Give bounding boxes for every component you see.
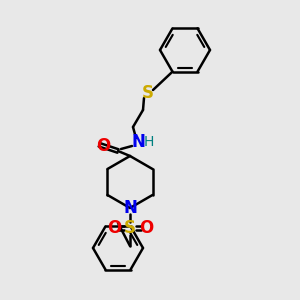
Text: N: N: [131, 133, 145, 151]
Text: O: O: [107, 219, 121, 237]
Text: O: O: [96, 137, 110, 155]
Text: H: H: [144, 135, 154, 149]
Text: O: O: [139, 219, 153, 237]
Text: S: S: [124, 219, 136, 237]
Text: N: N: [123, 199, 137, 217]
Text: S: S: [142, 84, 154, 102]
